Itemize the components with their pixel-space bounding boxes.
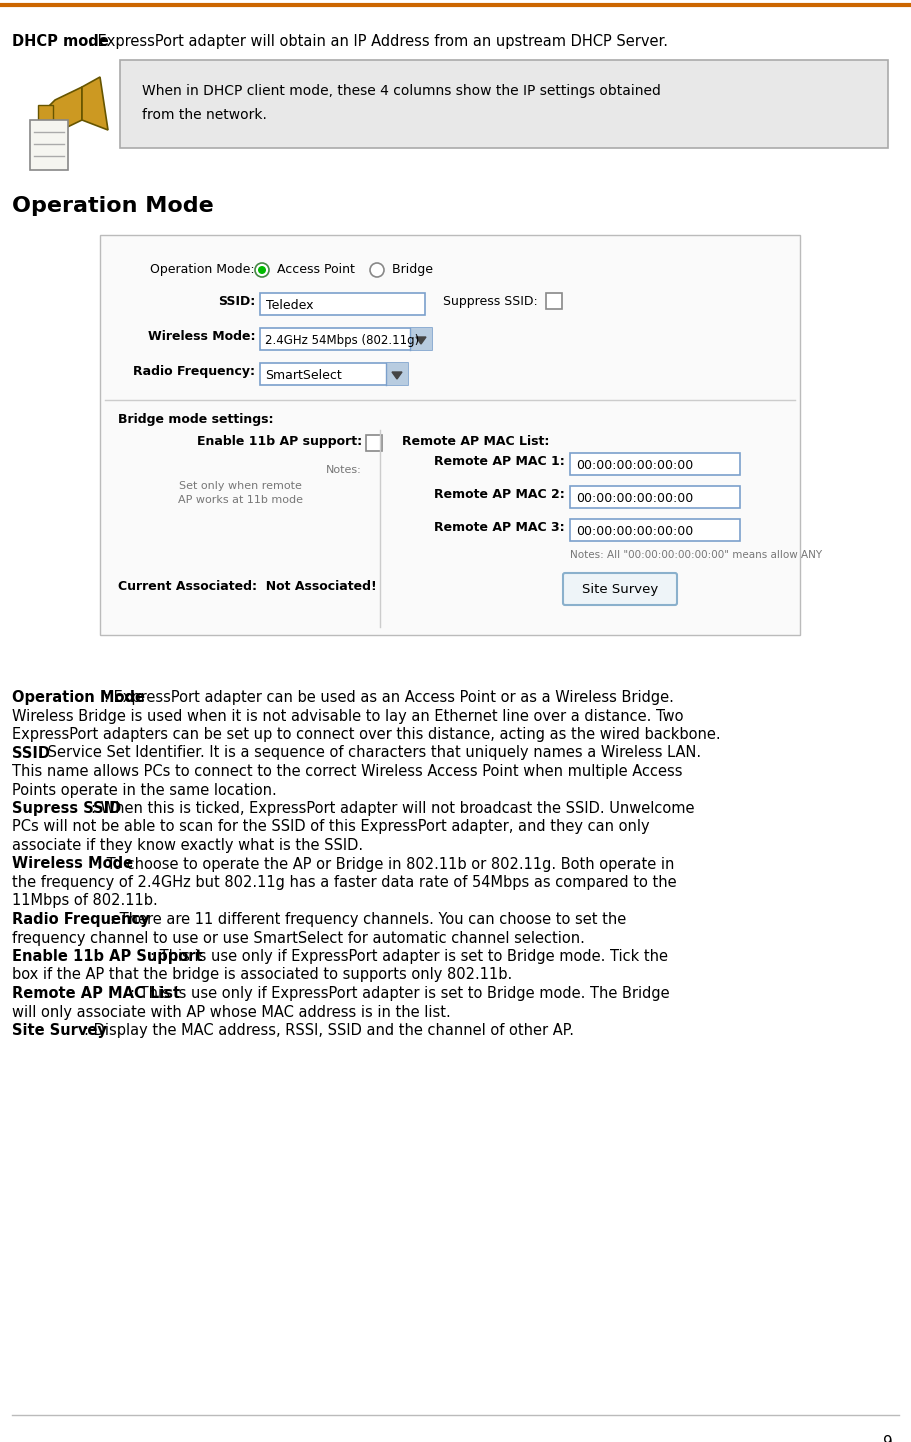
Text: SSID: SSID xyxy=(12,746,50,760)
FancyBboxPatch shape xyxy=(570,486,740,508)
Text: frequency channel to use or use SmartSelect for automatic channel selection.: frequency channel to use or use SmartSel… xyxy=(12,930,585,946)
FancyBboxPatch shape xyxy=(546,293,562,309)
Text: Notes:: Notes: xyxy=(326,464,362,474)
Text: : This is use only if ExpressPort adapter is set to Bridge mode. The Bridge: : This is use only if ExpressPort adapte… xyxy=(130,986,670,1001)
Text: Bridge mode settings:: Bridge mode settings: xyxy=(118,412,273,425)
Text: Set only when remote: Set only when remote xyxy=(179,482,302,490)
Text: : There are 11 different frequency channels. You can choose to set the: : There are 11 different frequency chann… xyxy=(110,911,627,927)
Text: 00:00:00:00:00:00: 00:00:00:00:00:00 xyxy=(576,459,693,472)
Text: : When this is ticked, ExpressPort adapter will not broadcast the SSID. Unwelcom: : When this is ticked, ExpressPort adapt… xyxy=(90,800,694,816)
Text: Remote AP MAC 2:: Remote AP MAC 2: xyxy=(435,487,565,500)
Text: Wireless Bridge is used when it is not advisable to lay an Ethernet line over a : Wireless Bridge is used when it is not a… xyxy=(12,708,683,724)
Text: Site Survey: Site Survey xyxy=(582,583,658,596)
FancyBboxPatch shape xyxy=(570,519,740,541)
FancyBboxPatch shape xyxy=(410,327,432,350)
Text: Remote AP MAC 1:: Remote AP MAC 1: xyxy=(435,456,565,469)
Text: : ExpressPort adapter can be used as an Access Point or as a Wireless Bridge.: : ExpressPort adapter can be used as an … xyxy=(104,691,673,705)
FancyBboxPatch shape xyxy=(120,61,888,149)
Text: Teledex: Teledex xyxy=(266,298,313,311)
Text: Wireless Mode: Wireless Mode xyxy=(12,857,133,871)
Text: This name allows PCs to connect to the correct Wireless Access Point when multip: This name allows PCs to connect to the c… xyxy=(12,764,682,779)
Text: Points operate in the same location.: Points operate in the same location. xyxy=(12,783,277,797)
FancyBboxPatch shape xyxy=(260,293,425,314)
Text: from the network.: from the network. xyxy=(142,108,267,123)
FancyBboxPatch shape xyxy=(260,363,408,385)
Text: 00:00:00:00:00:00: 00:00:00:00:00:00 xyxy=(576,492,693,505)
Text: : ExpressPort adapter will obtain an IP Address from an upstream DHCP Server.: : ExpressPort adapter will obtain an IP … xyxy=(88,35,668,49)
Text: 9: 9 xyxy=(884,1435,893,1442)
Circle shape xyxy=(370,262,384,277)
Text: Wireless Mode:: Wireless Mode: xyxy=(148,330,255,343)
Text: Suppress SSID:: Suppress SSID: xyxy=(443,296,537,309)
Text: associate if they know exactly what is the SSID.: associate if they know exactly what is t… xyxy=(12,838,363,854)
Text: When in DHCP client mode, these 4 columns show the IP settings obtained: When in DHCP client mode, these 4 column… xyxy=(142,84,660,98)
Text: Remote AP MAC 3:: Remote AP MAC 3: xyxy=(435,521,565,534)
Text: Access Point: Access Point xyxy=(273,262,355,275)
Polygon shape xyxy=(392,372,402,379)
Text: Supress SSID: Supress SSID xyxy=(12,800,121,816)
Text: Current Associated:  Not Associated!: Current Associated: Not Associated! xyxy=(118,580,377,593)
Text: : This is use only if ExpressPort adapter is set to Bridge mode. Tick the: : This is use only if ExpressPort adapte… xyxy=(149,949,668,965)
Polygon shape xyxy=(416,337,426,345)
Text: Radio Frequency: Radio Frequency xyxy=(12,911,149,927)
Text: Operation Mode: Operation Mode xyxy=(12,691,145,705)
Text: ExpressPort adapters can be set up to connect over this distance, acting as the : ExpressPort adapters can be set up to co… xyxy=(12,727,721,743)
FancyBboxPatch shape xyxy=(30,120,68,170)
FancyBboxPatch shape xyxy=(386,363,408,385)
FancyBboxPatch shape xyxy=(100,235,800,634)
FancyBboxPatch shape xyxy=(260,327,432,350)
Text: DHCP mode: DHCP mode xyxy=(12,35,108,49)
Text: Enable 11b AP Support: Enable 11b AP Support xyxy=(12,949,202,965)
Text: 11Mbps of 802.11b.: 11Mbps of 802.11b. xyxy=(12,894,158,908)
Text: the frequency of 2.4GHz but 802.11g has a faster data rate of 54Mbps as compared: the frequency of 2.4GHz but 802.11g has … xyxy=(12,875,677,890)
Text: : Display the MAC address, RSSI, SSID and the channel of other AP.: : Display the MAC address, RSSI, SSID an… xyxy=(84,1022,574,1038)
Text: box if the AP that the bridge is associated to supports only 802.11b.: box if the AP that the bridge is associa… xyxy=(12,968,512,982)
Polygon shape xyxy=(82,76,108,130)
Text: Site Survey: Site Survey xyxy=(12,1022,107,1038)
Text: 00:00:00:00:00:00: 00:00:00:00:00:00 xyxy=(576,525,693,538)
Text: AP works at 11b mode: AP works at 11b mode xyxy=(178,495,302,505)
Text: Remote AP MAC List: Remote AP MAC List xyxy=(12,986,180,1001)
Circle shape xyxy=(258,265,266,274)
Text: PCs will not be able to scan for the SSID of this ExpressPort adapter, and they : PCs will not be able to scan for the SSI… xyxy=(12,819,650,835)
Text: Operation Mode:: Operation Mode: xyxy=(150,262,255,275)
Text: : Service Set Identifier. It is a sequence of characters that uniquely names a W: : Service Set Identifier. It is a sequen… xyxy=(38,746,701,760)
Text: : To choose to operate the AP or Bridge in 802.11b or 802.11g. Both operate in: : To choose to operate the AP or Bridge … xyxy=(97,857,674,871)
FancyBboxPatch shape xyxy=(38,105,53,127)
FancyBboxPatch shape xyxy=(366,435,382,451)
Text: Remote AP MAC List:: Remote AP MAC List: xyxy=(402,435,549,448)
Text: SmartSelect: SmartSelect xyxy=(265,369,342,382)
Circle shape xyxy=(255,262,269,277)
Text: 2.4GHz 54Mbps (802.11g): 2.4GHz 54Mbps (802.11g) xyxy=(265,335,419,348)
Text: Bridge: Bridge xyxy=(388,262,433,275)
Text: Enable 11b AP support:: Enable 11b AP support: xyxy=(197,435,362,448)
Text: Radio Frequency:: Radio Frequency: xyxy=(133,365,255,378)
Text: SSID:: SSID: xyxy=(218,296,255,309)
Text: Operation Mode: Operation Mode xyxy=(12,196,214,216)
Text: will only associate with AP whose MAC address is in the list.: will only associate with AP whose MAC ad… xyxy=(12,1005,451,1019)
FancyBboxPatch shape xyxy=(570,453,740,474)
FancyBboxPatch shape xyxy=(563,572,677,606)
Polygon shape xyxy=(48,87,82,133)
Text: Notes: All "00:00:00:00:00:00" means allow ANY: Notes: All "00:00:00:00:00:00" means all… xyxy=(570,549,822,559)
